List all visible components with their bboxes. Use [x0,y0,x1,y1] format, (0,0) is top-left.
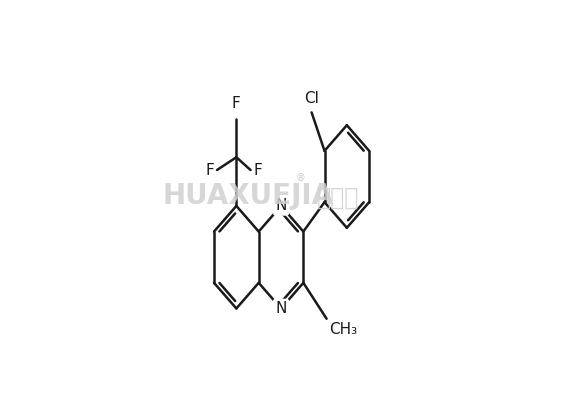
Text: F: F [232,96,241,111]
Text: N: N [275,301,287,316]
Text: CH₃: CH₃ [329,322,357,337]
Text: N: N [275,198,287,214]
Text: Cl: Cl [304,92,319,106]
Text: HUAXUEJIA: HUAXUEJIA [163,182,334,210]
Text: F: F [253,162,262,178]
Text: 化学加: 化学加 [317,186,359,210]
Text: F: F [206,162,214,178]
Text: ®: ® [296,173,305,183]
